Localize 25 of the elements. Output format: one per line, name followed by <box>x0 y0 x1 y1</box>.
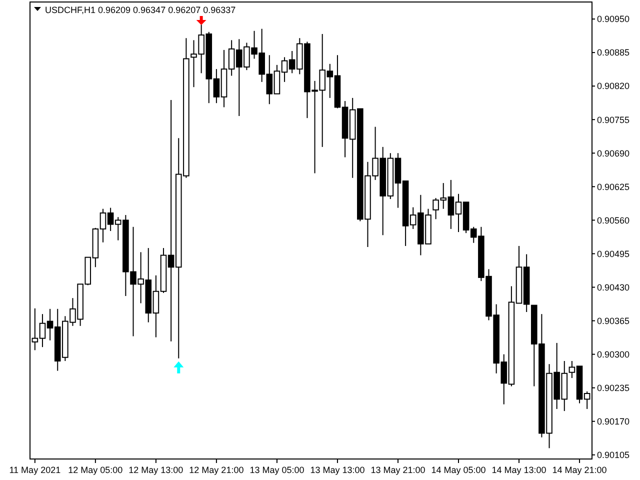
x-tick-label: 13 May 21:00 <box>370 465 426 475</box>
x-tick-label: 13 May 05:00 <box>250 465 304 475</box>
x-tick-label: 14 May 21:00 <box>552 465 607 475</box>
x-tick-label: 11 May 2021 <box>9 465 61 475</box>
y-tick-label: 0.90495 <box>597 248 630 259</box>
y-tick-label: 0.90430 <box>597 282 630 292</box>
y-tick-label: 0.90690 <box>597 148 630 158</box>
y-tick-label: 0.90885 <box>597 48 630 58</box>
x-tick-label: 12 May 21:00 <box>189 465 244 475</box>
x-tick-label: 12 May 13:00 <box>128 465 184 475</box>
y-tick-label: 0.90235 <box>597 382 630 393</box>
y-tick-label: 0.90820 <box>597 81 630 92</box>
y-tick-label: 0.90755 <box>597 114 630 125</box>
y-tick-label: 0.90625 <box>597 182 630 192</box>
x-tick-label: 14 May 13:00 <box>492 465 546 475</box>
x-tick-label: 13 May 13:00 <box>310 465 365 475</box>
y-tick-label: 0.90950 <box>597 14 630 24</box>
y-tick-label: 0.90365 <box>597 316 630 326</box>
x-tick-label: 14 May 05:00 <box>431 465 486 475</box>
y-tick-label: 0.90560 <box>597 215 630 226</box>
y-tick-label: 0.90300 <box>597 349 630 360</box>
y-tick-label: 0.90105 <box>597 450 630 460</box>
y-tick-label: 0.90170 <box>597 416 630 426</box>
x-tick-label: 12 May 05:00 <box>68 465 123 475</box>
chart-title: USDCHF,H1 0.96209 0.96347 0.96207 0.96337 <box>45 5 236 15</box>
